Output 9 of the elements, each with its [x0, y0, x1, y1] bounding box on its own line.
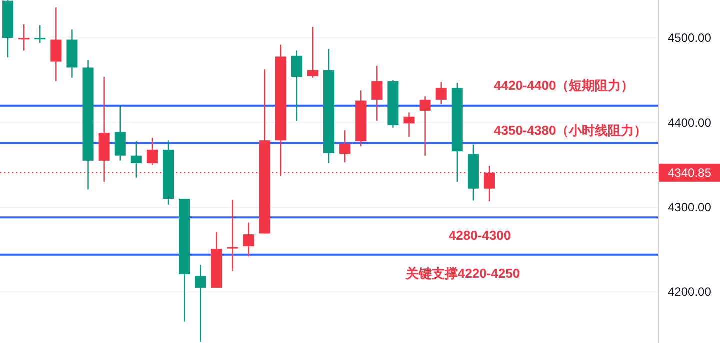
annotation: 4420-4400（短期阻力）	[494, 78, 634, 93]
ref-line-label: 4340.85	[668, 166, 712, 180]
annotation: 关键支撑4220-4250	[404, 266, 520, 281]
y-tick-label: 4300.00	[668, 200, 712, 214]
y-tick-label: 4400.00	[668, 116, 712, 130]
y-tick-label: 4200.00	[668, 285, 712, 300]
y-tick-label: 4500.00	[668, 31, 712, 46]
annotation: 4350-4380（小时线阻力）	[494, 123, 648, 138]
annotation: 4280-4300	[448, 228, 512, 243]
